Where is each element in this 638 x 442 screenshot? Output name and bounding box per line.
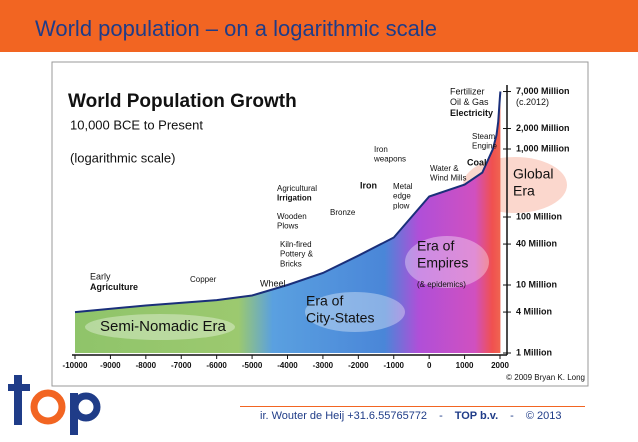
x-tick-label: -10000 bbox=[63, 361, 88, 370]
annotation: Metal bbox=[393, 182, 413, 191]
annotation: Era of bbox=[306, 293, 343, 309]
y-tick-note: (c.2012) bbox=[516, 97, 549, 107]
annotation: Plows bbox=[277, 222, 298, 231]
x-tick-label: -9000 bbox=[100, 361, 121, 370]
line bbox=[74, 91, 502, 314]
annotation: (& epidemics) bbox=[417, 280, 466, 289]
scale-note: (logarithmic scale) bbox=[70, 150, 175, 165]
y-tick-label: 2,000 Million bbox=[516, 123, 570, 133]
x-tick-label: 1000 bbox=[456, 361, 474, 370]
y-tick-label: 40 Million bbox=[516, 238, 557, 248]
x-tick-label: -6000 bbox=[206, 361, 227, 370]
annotation: weapons bbox=[373, 155, 406, 164]
area bbox=[75, 91, 501, 353]
annotation: Global bbox=[513, 166, 553, 182]
y-tick-label: 1 Million bbox=[516, 347, 552, 357]
x-tick-label: -5000 bbox=[242, 361, 263, 370]
annotation: Iron bbox=[360, 180, 377, 190]
chart-title: World Population Growth bbox=[68, 91, 297, 112]
annotation: Bronze bbox=[330, 208, 356, 217]
footer-text: - bbox=[510, 410, 514, 422]
annotation: Pottery & bbox=[280, 250, 314, 259]
annotation: Electricity bbox=[450, 108, 493, 118]
annotation: City-States bbox=[306, 310, 374, 326]
annotation: Irrigation bbox=[277, 194, 312, 203]
footer-text: - bbox=[439, 410, 443, 422]
x-tick-label: -3000 bbox=[313, 361, 334, 370]
credit: © 2009 Bryan K. Long bbox=[506, 373, 585, 382]
annotation: Agricultural bbox=[277, 184, 317, 193]
annotation: Oil & Gas bbox=[450, 97, 489, 107]
annotation: Coal bbox=[467, 157, 487, 167]
annotation: Copper bbox=[190, 275, 217, 284]
chart-subtitle: 10,000 BCE to Present bbox=[70, 117, 203, 132]
highlight bbox=[85, 314, 235, 340]
x-tick-label: -4000 bbox=[277, 361, 298, 370]
annotation: Bricks bbox=[280, 259, 302, 268]
y-tick-label: 4 Million bbox=[516, 306, 552, 316]
highlight bbox=[405, 236, 489, 288]
logo-part bbox=[71, 392, 101, 422]
x-tick-label: 0 bbox=[427, 361, 432, 370]
annotation: Era of bbox=[417, 238, 454, 254]
annotation: Wheel bbox=[260, 278, 286, 288]
x-tick-label: -8000 bbox=[136, 361, 157, 370]
annotation: Era bbox=[513, 183, 535, 199]
annotation: Wind Mills bbox=[430, 174, 466, 183]
annotation: edge bbox=[393, 192, 411, 201]
logo-part bbox=[14, 375, 22, 425]
x-tick-label: -2000 bbox=[348, 361, 369, 370]
y-tick-label: 7,000 Million bbox=[516, 86, 570, 96]
logo-part bbox=[30, 389, 66, 425]
annotation: Wooden bbox=[277, 212, 307, 221]
footer-bar bbox=[240, 406, 585, 407]
footer-text: TOP b.v. bbox=[455, 410, 498, 422]
annotation: Water & bbox=[430, 164, 459, 173]
y-tick-label: 1,000 Million bbox=[516, 143, 570, 153]
footer: ir. Wouter de Heij +31.6.55765772- TOP b.… bbox=[240, 406, 585, 422]
logo bbox=[8, 375, 101, 435]
annotation: Kiln-fired bbox=[280, 240, 312, 249]
annotation: Iron bbox=[374, 145, 388, 154]
annotation: Semi-Nomadic Era bbox=[100, 318, 227, 335]
annotation: Empires bbox=[417, 255, 468, 271]
annotation: Early bbox=[90, 271, 111, 281]
x-tick-label: -1000 bbox=[384, 361, 405, 370]
annotation: Agriculture bbox=[90, 282, 138, 292]
y-tick-label: 10 Million bbox=[516, 279, 557, 289]
annotation: Steam bbox=[472, 132, 495, 141]
footer-text: ir. Wouter de Heij +31.6.55765772 bbox=[260, 410, 427, 422]
annotation: Engine bbox=[472, 142, 497, 151]
annotation: plow bbox=[393, 201, 410, 210]
highlight bbox=[305, 292, 405, 332]
logo-part bbox=[8, 384, 30, 391]
x-tick-label: 2000 bbox=[491, 361, 509, 370]
annotation: Fertilizer bbox=[450, 86, 485, 96]
y-tick-label: 100 Million bbox=[516, 211, 562, 221]
header-bar bbox=[0, 0, 638, 52]
footer-text: © 2013 bbox=[526, 410, 562, 422]
x-tick-label: -7000 bbox=[171, 361, 192, 370]
slide-title: World population – on a logarithmic scal… bbox=[35, 16, 437, 41]
